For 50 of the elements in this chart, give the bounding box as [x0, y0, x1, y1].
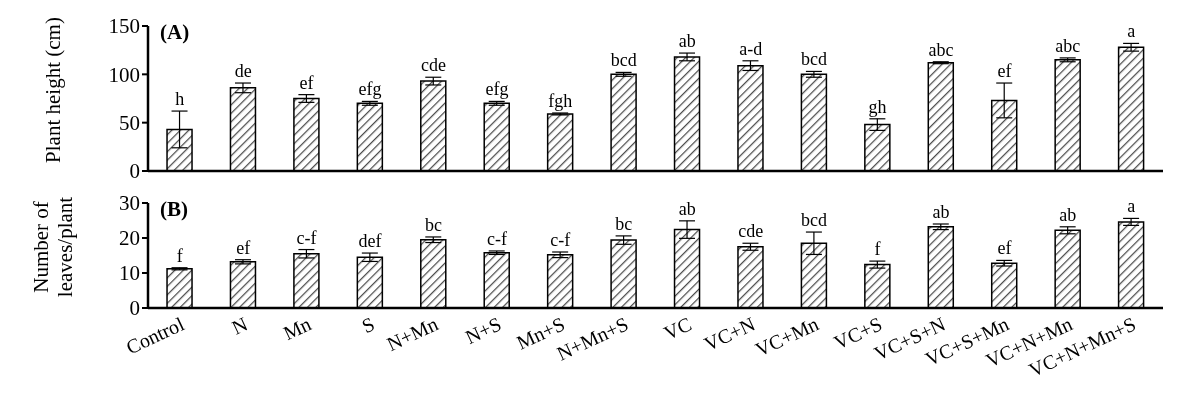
- annotation: abc: [928, 39, 954, 60]
- annotation: f: [874, 239, 881, 260]
- annotation: ab: [1059, 204, 1077, 225]
- annotation: a-d: [739, 38, 763, 59]
- annotation: bcd: [801, 210, 828, 231]
- y-tick-label: 100: [108, 62, 140, 87]
- y-tick-label: 150: [108, 14, 140, 39]
- annotation: bc: [424, 214, 442, 235]
- annotation: bcd: [801, 49, 828, 70]
- x-tick-label: VC: [660, 312, 695, 345]
- y-axis-title: Number of leaves/plant: [29, 195, 77, 299]
- annotation: (B): [160, 197, 188, 222]
- x-tick-label: Mn: [279, 312, 315, 345]
- annotation: a: [1127, 196, 1136, 217]
- x-tick-label: N+Mn: [383, 312, 442, 356]
- annotation: abc: [1055, 35, 1081, 56]
- annotation: bc: [615, 213, 633, 234]
- annotation: ef: [997, 61, 1012, 82]
- annotation: de: [234, 61, 252, 82]
- annotation: gh: [868, 96, 887, 117]
- annotation: ab: [932, 202, 950, 222]
- annotation: ef: [236, 237, 251, 258]
- y-tick-label: 30: [119, 191, 140, 216]
- annotation: c-f: [296, 227, 317, 248]
- annotation: ef: [299, 72, 314, 93]
- annotation: fgh: [548, 91, 573, 111]
- annotation: (A): [160, 20, 190, 45]
- y-tick-label: 0: [129, 159, 140, 184]
- y-tick-label: 0: [129, 296, 140, 321]
- annotation: ab: [678, 31, 696, 52]
- annotation: ef: [997, 238, 1012, 259]
- y-tick-label: 20: [119, 226, 140, 251]
- x-tick-label: N: [228, 312, 251, 339]
- x-tick-label: S: [358, 312, 378, 338]
- annotation: ab: [678, 198, 696, 219]
- y-tick-label: 50: [119, 111, 140, 136]
- annotation: c-f: [550, 230, 571, 250]
- annotation: efg: [358, 79, 382, 100]
- annotation: efg: [485, 79, 509, 100]
- y-axis-title: Plant height (cm): [41, 15, 65, 165]
- annotation: f: [176, 245, 183, 266]
- y-tick-label: 10: [119, 261, 140, 286]
- annotation: a: [1127, 21, 1136, 42]
- annotation: c-f: [486, 228, 507, 249]
- annotation: cde: [420, 55, 446, 76]
- annotation: def: [358, 231, 382, 252]
- annotation: cde: [738, 221, 764, 242]
- annotation: bcd: [610, 50, 637, 71]
- annotation: h: [175, 89, 185, 110]
- x-tick-label: N+S: [461, 312, 505, 349]
